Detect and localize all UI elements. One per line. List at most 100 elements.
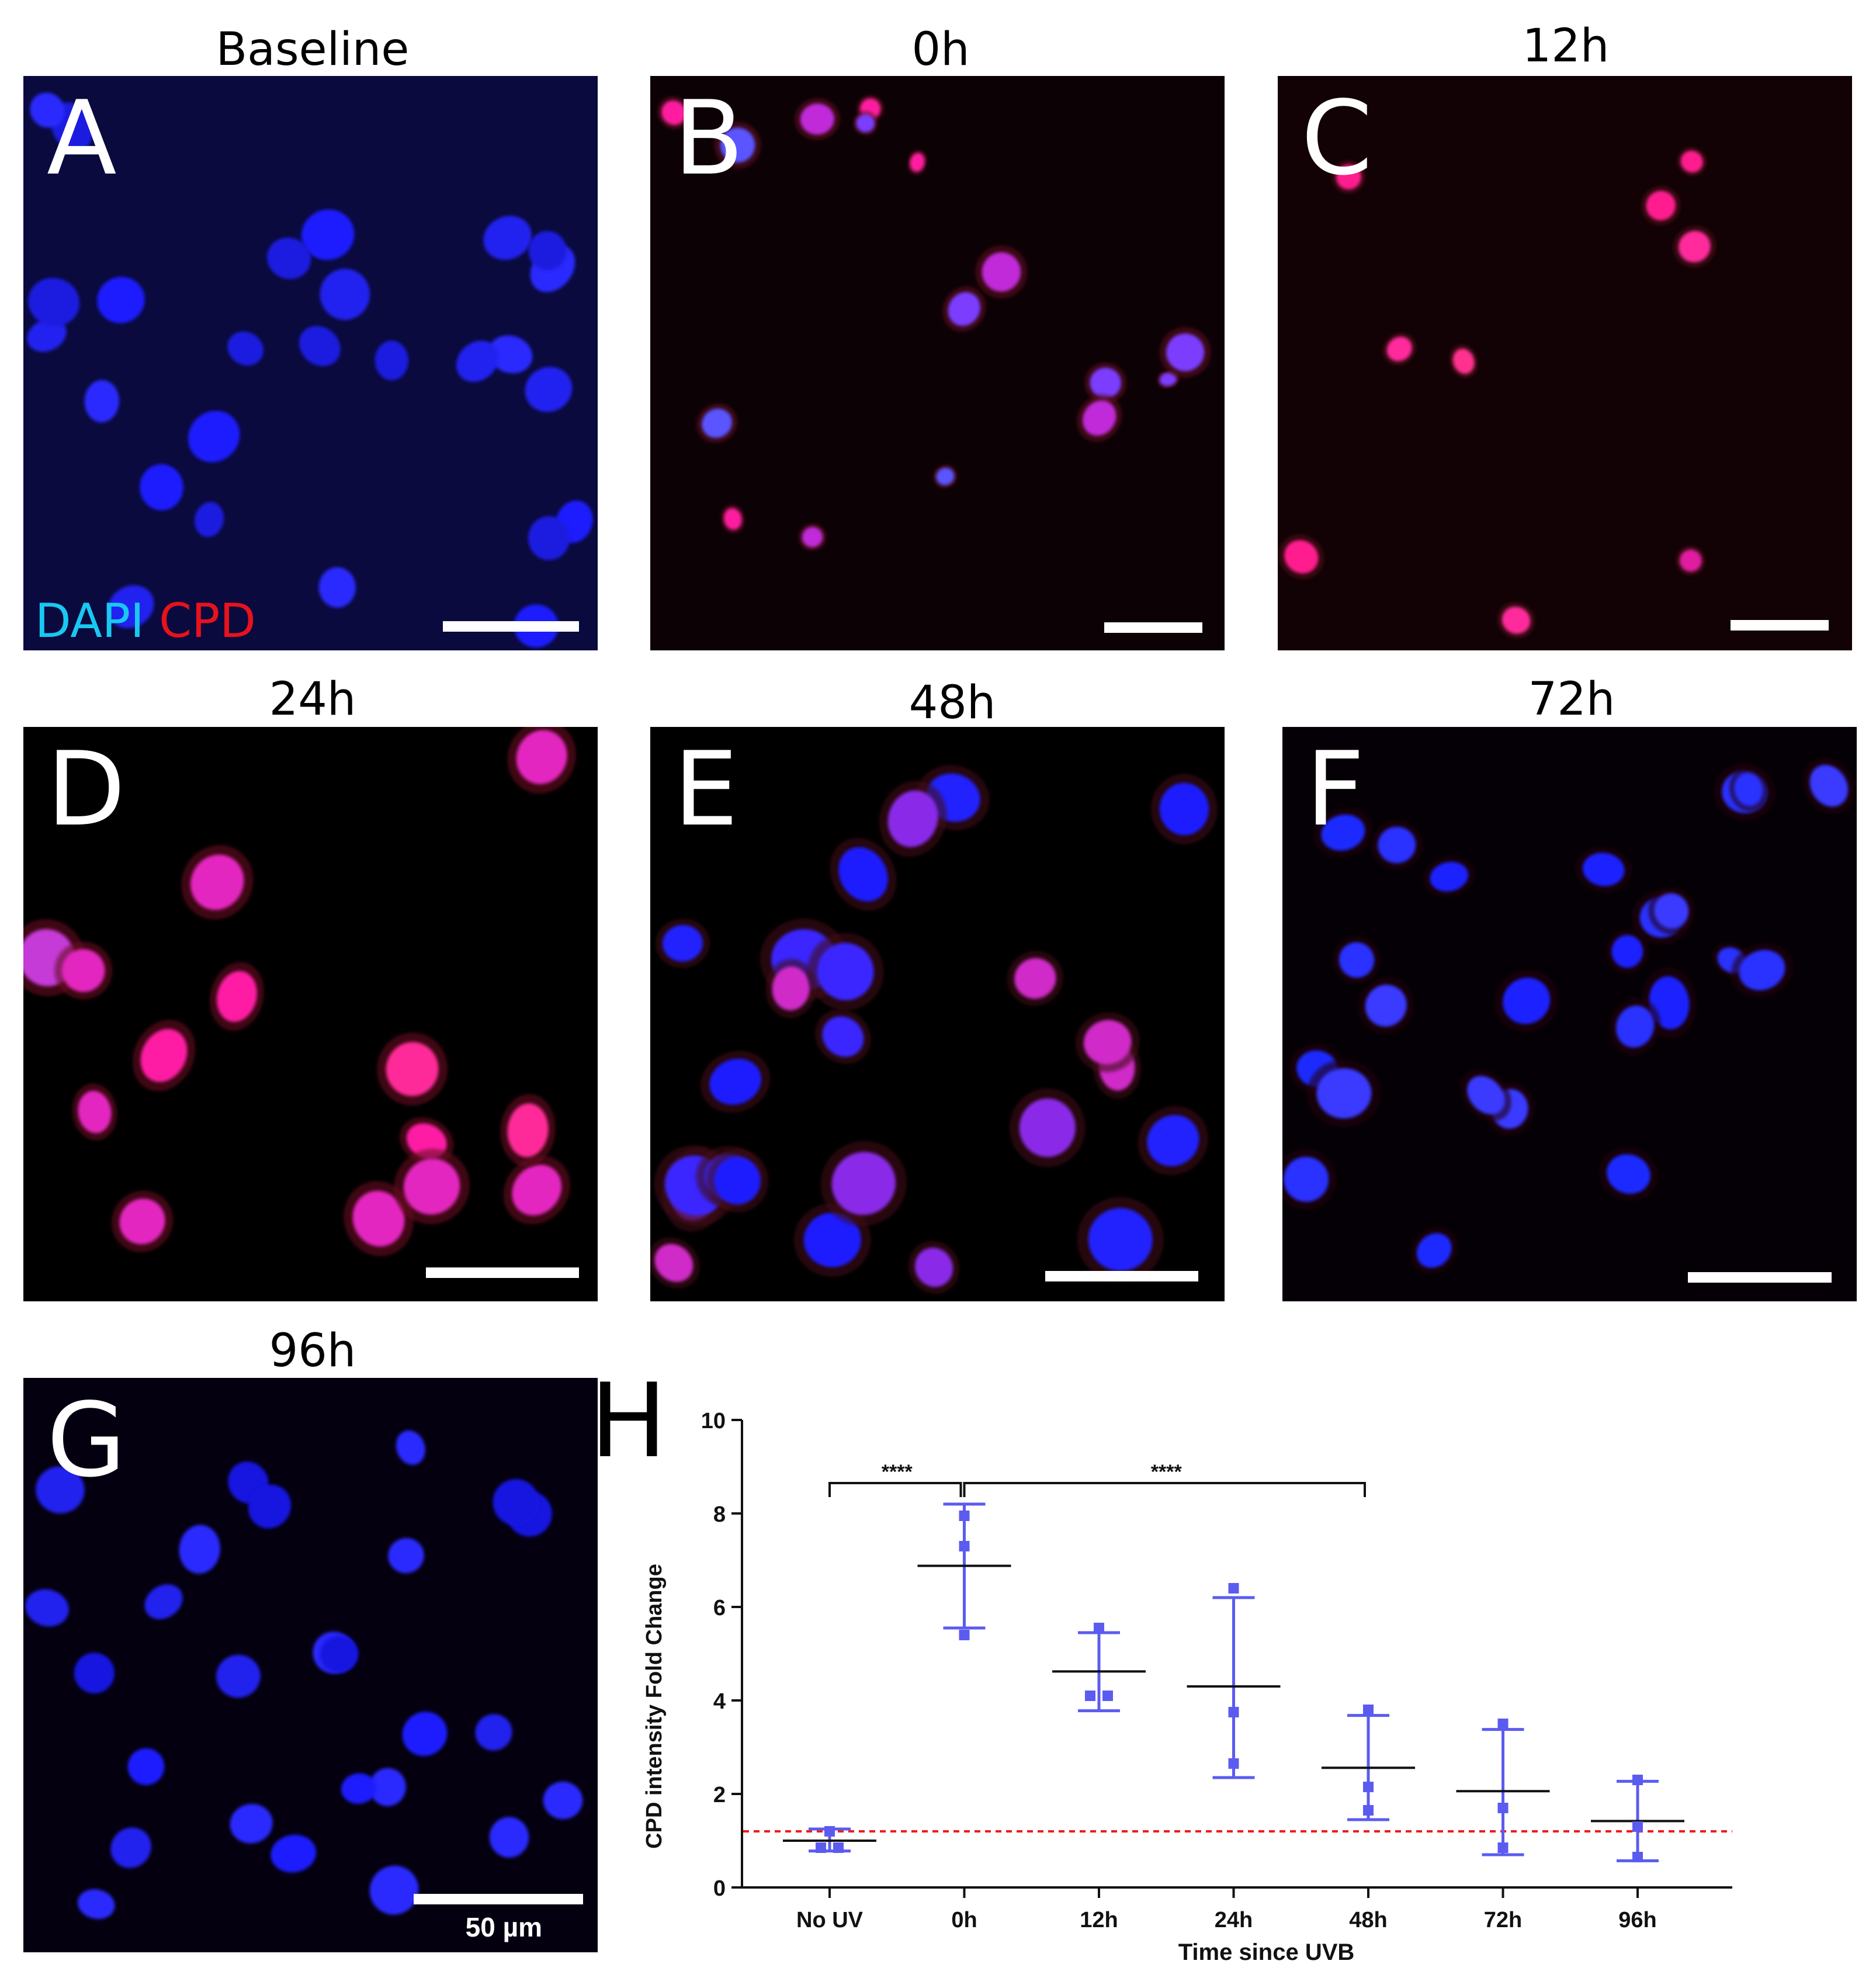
cell-nucleus [74, 1653, 115, 1694]
cell-nucleus [27, 318, 67, 352]
cell-nucleus [800, 103, 835, 135]
cell-nucleus [1159, 372, 1177, 386]
panel-letter-a: A [47, 79, 117, 198]
cell-field-g [25, 1430, 583, 1919]
cell-nucleus [1654, 893, 1689, 929]
cell-field-d [23, 727, 576, 1256]
scale-bar [1731, 620, 1829, 631]
cell-nucleus [230, 1804, 273, 1844]
x-tick-label: 0h [951, 1908, 977, 1932]
cell-nucleus [483, 216, 532, 260]
panel-f-title: 72h [1528, 673, 1615, 726]
cell-nucleus [369, 1865, 419, 1915]
cell-field-a [27, 92, 593, 648]
micrograph-b: B [650, 76, 1225, 650]
panel-letter-e: E [674, 730, 738, 849]
cell-nucleus [299, 325, 341, 366]
cell-field-b [657, 95, 1211, 551]
cell-nucleus [1416, 1233, 1452, 1268]
cell-nucleus [528, 231, 567, 271]
cell-nucleus [1739, 950, 1785, 990]
scale-bar [1104, 622, 1202, 633]
scale-bar [443, 621, 579, 632]
cell-nucleus [803, 1213, 861, 1267]
cell-nucleus [1365, 985, 1407, 1027]
data-point [1363, 1705, 1374, 1715]
cell-nucleus [724, 508, 742, 530]
cell-nucleus [62, 949, 105, 992]
cell-nucleus [489, 1817, 529, 1858]
cell-nucleus [1646, 190, 1676, 221]
cell-nucleus [1378, 826, 1416, 864]
cell-nucleus [1336, 164, 1362, 190]
cell-nucleus [318, 567, 356, 608]
data-point [1085, 1691, 1095, 1701]
micrograph-a: A DAPI CPD [23, 76, 598, 650]
cell-nucleus [1090, 368, 1121, 399]
data-point [1228, 1707, 1239, 1717]
cell-nucleus [1283, 1156, 1329, 1202]
panel-letter-h: H [590, 1362, 667, 1481]
cell-nucleus [1678, 231, 1711, 263]
cell-nucleus [386, 1042, 439, 1096]
cell-nucleus [948, 292, 980, 326]
cell-nucleus [475, 1714, 512, 1751]
cell-nucleus [856, 114, 875, 133]
cell-nucleus [528, 516, 570, 560]
cell-nucleus [216, 971, 257, 1022]
cell-nucleus [36, 1466, 85, 1513]
cell-nucleus [525, 366, 573, 412]
cell-nucleus [516, 730, 567, 784]
micrograph-e: E [650, 727, 1225, 1301]
cell-nucleus [28, 278, 80, 327]
cell-nucleus [1607, 1154, 1650, 1194]
cell-nucleus [543, 1781, 583, 1820]
cell-nucleus [661, 100, 686, 125]
cell-nucleus [144, 1584, 183, 1619]
cell-nucleus [1159, 782, 1209, 836]
cell-nucleus [140, 464, 183, 511]
cell-nucleus [887, 790, 938, 847]
data-point [1497, 1842, 1509, 1853]
data-point [1102, 1691, 1113, 1701]
cell-nucleus [30, 92, 65, 128]
y-tick-label: 10 [701, 1409, 726, 1433]
cell-nucleus [838, 847, 888, 902]
panel-c-title: 12h [1522, 20, 1610, 72]
panel-e-title: 48h [908, 677, 996, 729]
cell-nucleus [654, 1243, 693, 1282]
cell-nucleus [1019, 1098, 1076, 1157]
cell-nucleus [388, 1538, 424, 1574]
micrograph-d: D [23, 727, 598, 1301]
cell-field-e [650, 765, 1218, 1294]
cell-nucleus [1284, 540, 1319, 574]
data-point [959, 1541, 970, 1551]
x-tick-label: 72h [1484, 1908, 1522, 1932]
cell-nucleus [320, 268, 370, 320]
cell-nucleus [714, 1156, 761, 1205]
cell-nucleus [119, 1198, 165, 1245]
scale-bar-label: 50 µm [465, 1912, 542, 1942]
cell-nucleus [369, 1768, 406, 1806]
x-tick-label: 24h [1215, 1908, 1253, 1932]
cell-nucleus [1147, 1115, 1199, 1166]
cell-nucleus [179, 1525, 220, 1574]
cell-nucleus [97, 276, 145, 324]
cell-nucleus [1615, 1005, 1655, 1048]
cell-nucleus [402, 1712, 448, 1757]
cell-nucleus [1321, 814, 1365, 851]
cpd-fold-change-chart: 0 2 4 6 8 10 No UV 0h 12h 24h 48h 72h 96h Time since … [642, 1409, 1732, 1965]
cell-nucleus [1502, 607, 1531, 634]
data-point [1363, 1805, 1374, 1816]
panel-letter-c: C [1301, 79, 1373, 198]
data-point [816, 1842, 826, 1853]
cell-nucleus [910, 153, 925, 172]
cell-nucleus [709, 1058, 762, 1105]
cell-nucleus [1014, 958, 1056, 999]
y-tick-label: 0 [713, 1876, 726, 1901]
x-tick-label: No UV [796, 1908, 864, 1932]
data-point [833, 1842, 844, 1853]
cell-nucleus [512, 1165, 562, 1216]
cell-field-f [1282, 757, 1855, 1274]
micrograph-f: F [1282, 727, 1857, 1301]
